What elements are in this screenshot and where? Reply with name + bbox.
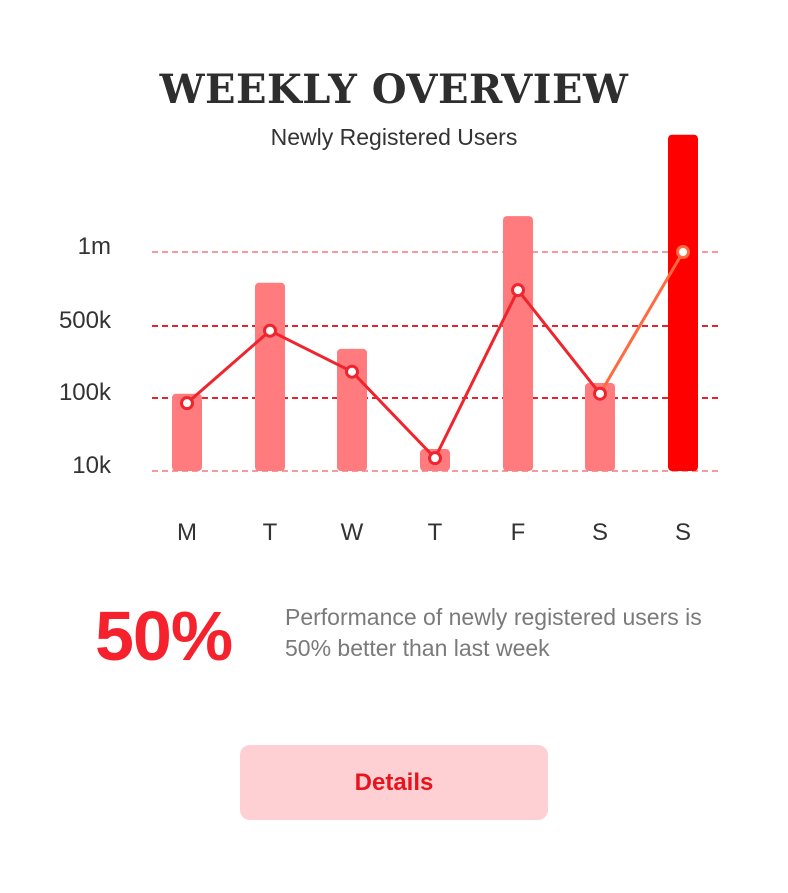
line-segment [350, 370, 437, 460]
bar [255, 282, 285, 471]
bar [668, 134, 698, 471]
line-segment [268, 329, 354, 374]
x-tick-label: S [675, 519, 691, 546]
line-point [263, 323, 277, 338]
line-segment [433, 288, 520, 460]
line-segment [185, 329, 272, 405]
line-point [345, 364, 359, 379]
bar [585, 382, 615, 471]
line-point [676, 245, 690, 259]
line-point [180, 396, 194, 411]
line-segment [516, 288, 602, 396]
kpi-description: Performance of newly registered users is… [285, 604, 702, 661]
details-button[interactable]: Details [240, 745, 548, 820]
x-tick-label: S [592, 519, 608, 546]
weekly-users-chart: 10k 100k 500k 1m M T W T F S S [59, 134, 718, 546]
y-tick-label: 500k [59, 307, 112, 334]
x-tick-label: T [263, 519, 278, 546]
y-tick-label: 100k [59, 379, 112, 406]
chart-title: WEEKLY OVERVIEW [159, 66, 629, 113]
line-point [511, 283, 525, 298]
chart-subtitle: Newly Registered Users [270, 124, 518, 150]
x-tick-label: T [428, 519, 443, 546]
x-tick-label: M [177, 519, 197, 546]
bar [172, 393, 202, 471]
x-tick-label: W [341, 519, 364, 546]
line-segment [598, 250, 685, 396]
line-point [593, 386, 607, 401]
y-tick-label: 1m [78, 233, 111, 260]
kpi-percent: 50% [95, 597, 233, 675]
x-tick-label: F [511, 519, 526, 546]
y-tick-label: 10k [72, 452, 112, 479]
line-point [428, 451, 442, 466]
bar [503, 216, 533, 471]
